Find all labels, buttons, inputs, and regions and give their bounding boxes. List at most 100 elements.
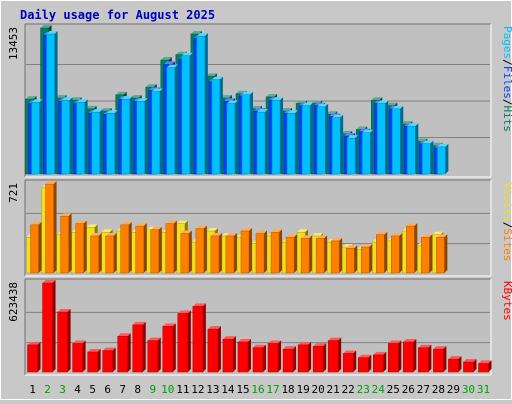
bar-kbytes-25 — [388, 340, 402, 373]
bar-top-face — [145, 84, 157, 88]
bar-front-face — [437, 146, 446, 175]
bar-top-face — [147, 337, 161, 341]
bar-top-face — [373, 351, 387, 355]
bar-front-face — [407, 125, 416, 175]
bar-top-face — [132, 321, 146, 325]
bar-kbytes-9 — [147, 337, 161, 373]
bar-sites-24 — [376, 231, 388, 274]
bar-front-face — [301, 105, 311, 175]
bar-side-face — [458, 356, 462, 372]
bar-side-face — [172, 323, 176, 372]
bar-sites-8 — [135, 223, 147, 274]
bar-pages-25 — [392, 105, 404, 175]
x-tick-label: 16 — [251, 383, 264, 396]
bar-front-face — [392, 108, 401, 175]
x-tick-label: 8 — [134, 383, 141, 396]
bar-front-face — [406, 225, 415, 274]
bar-top-face — [220, 95, 232, 99]
bar-front-face — [76, 102, 85, 175]
bar-top-face — [163, 61, 175, 65]
bar-front-face — [106, 112, 115, 175]
bar-side-face — [295, 110, 299, 174]
x-tick-label: 10 — [161, 383, 174, 396]
bar-sites-28 — [436, 234, 448, 274]
bar-front-face — [117, 336, 128, 373]
panel-kbytes: 623438 KBytes — [7, 278, 512, 376]
bar-side-face — [37, 341, 41, 372]
bar-kbytes-4 — [72, 340, 86, 373]
bar-front-face — [436, 236, 445, 274]
bar-top-face — [371, 97, 383, 101]
bar-side-face — [280, 97, 284, 174]
bar-top-face — [418, 344, 432, 348]
bar-side-face — [52, 280, 56, 372]
bar-top-face — [86, 224, 98, 228]
bar-front-face — [210, 235, 220, 274]
bar-kbytes-14 — [222, 336, 236, 373]
bar-sites-6 — [105, 232, 117, 274]
bar-pages-17 — [271, 97, 284, 175]
x-tick-label: 12 — [191, 383, 204, 396]
legend-kbytes: KBytes — [501, 281, 512, 321]
bar-pages-4 — [76, 99, 88, 175]
bar-top-face — [346, 245, 358, 249]
bar-side-face — [278, 340, 282, 372]
bar-top-face — [237, 339, 251, 343]
x-tick-label: 22 — [342, 383, 355, 396]
bar-pages-11 — [181, 52, 193, 175]
bar-top-face — [448, 356, 462, 360]
bar-kbytes-15 — [237, 339, 251, 373]
bar-top-face — [205, 73, 217, 77]
bar-top-face — [180, 230, 192, 234]
bar-kbytes-29 — [448, 356, 462, 373]
bar-top-face — [192, 303, 206, 307]
bar-top-face — [331, 237, 343, 241]
bar-top-face — [176, 220, 188, 224]
bar-sites-9 — [150, 226, 162, 274]
bar-side-face — [264, 230, 267, 273]
bar-kbytes-17 — [267, 340, 282, 373]
bar-top-face — [433, 346, 447, 350]
bar-front-face — [136, 101, 145, 175]
bar-front-face — [166, 67, 176, 175]
legend-visits-sites: Visits/Sites — [501, 182, 512, 262]
bar-front-face — [285, 236, 295, 274]
bar-front-face — [162, 326, 174, 373]
bar-top-face — [121, 96, 133, 100]
bar-top-face — [432, 231, 444, 235]
bar-front-face — [75, 223, 84, 274]
bar-front-face — [222, 338, 234, 373]
bar-pages-5 — [91, 109, 103, 175]
bar-front-face — [422, 143, 431, 175]
bar-sites-16 — [255, 230, 267, 274]
bar-top-face — [177, 310, 191, 314]
legend-entry: / — [501, 59, 512, 66]
bar-pages-1 — [31, 99, 43, 175]
bar-top-face — [436, 234, 448, 238]
bar-side-face — [232, 336, 236, 372]
bar-sites-15 — [240, 228, 252, 274]
legend-entry: / — [501, 99, 512, 106]
x-tick-label: 6 — [104, 383, 111, 396]
bar-side-face — [114, 110, 118, 174]
bar-top-face — [403, 339, 417, 343]
bar-side-face — [415, 123, 419, 174]
bar-side-face — [159, 88, 163, 174]
bar-kbytes-2 — [42, 280, 56, 373]
bar-side-face — [53, 181, 57, 273]
bar-side-face — [249, 91, 253, 174]
bar-top-face — [101, 229, 113, 233]
bar-front-face — [478, 363, 489, 373]
bar-sites-10 — [165, 220, 177, 274]
bar-sites-14 — [225, 232, 237, 274]
x-tick-label: 26 — [402, 383, 415, 396]
bar-side-face — [84, 99, 88, 174]
bar-front-face — [102, 350, 113, 373]
bar-front-face — [267, 343, 279, 373]
x-tick-label: 14 — [221, 383, 235, 396]
bar-sites-17 — [270, 229, 283, 274]
x-tick-label: 13 — [206, 383, 219, 396]
legend-pages-files-hits: Pages/Files/Hits — [501, 26, 512, 132]
bar-front-face — [42, 282, 53, 373]
